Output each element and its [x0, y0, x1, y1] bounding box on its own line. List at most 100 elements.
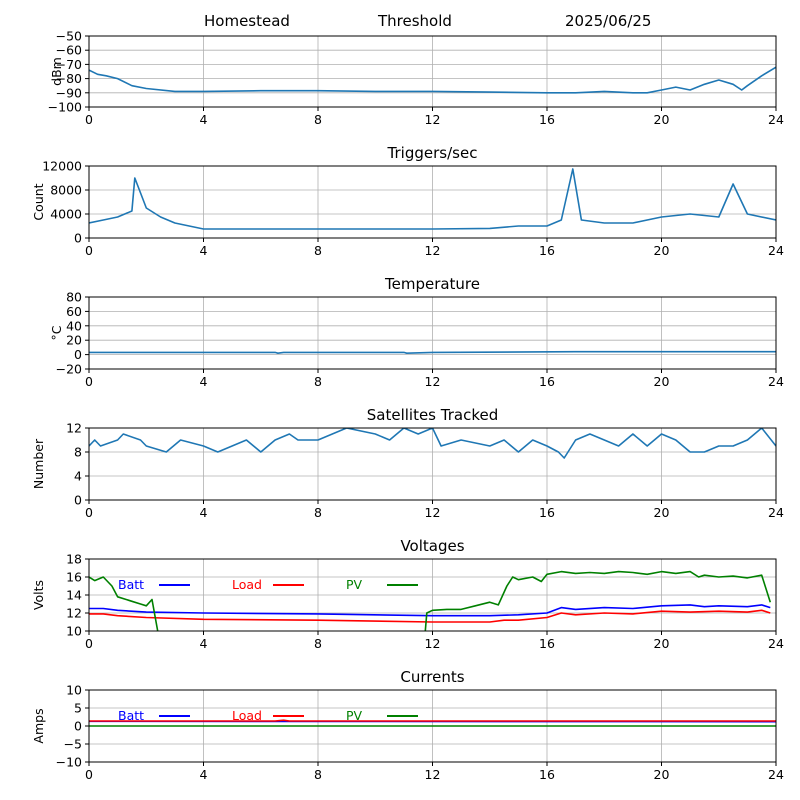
x-tick-label: 0 [85, 767, 93, 782]
x-tick-label: 24 [768, 243, 784, 258]
y-tick-label: 60 [66, 304, 82, 319]
y-tick-label: −60 [56, 43, 82, 58]
x-tick-label: 16 [539, 112, 555, 127]
y-axis-label: Count [31, 183, 46, 220]
x-tick-label: 20 [654, 636, 670, 651]
legend-label-load: Load [232, 708, 262, 723]
date-label: 2025/06/25 [565, 12, 652, 30]
y-tick-label: 40 [66, 318, 82, 333]
x-tick-label: 0 [85, 505, 93, 520]
legend-label-pv: PV [346, 577, 363, 592]
x-tick-label: 24 [768, 112, 784, 127]
chart-title: Voltages [400, 537, 464, 555]
x-tick-label: 0 [85, 112, 93, 127]
y-tick-label: −80 [56, 71, 82, 86]
y-tick-label: 5 [74, 701, 82, 716]
x-tick-label: 16 [539, 767, 555, 782]
chart-panel-4: 0 4 8 12 16 20 24 10 12 14 16 18 Voltages Volts Batt Lo… [31, 537, 784, 651]
x-tick-label: 0 [85, 374, 93, 389]
x-tick-label: 0 [85, 243, 93, 258]
page-header: Homestead Threshold 2025/06/25 [0, 12, 800, 32]
x-tick-label: 16 [539, 374, 555, 389]
x-tick-label: 4 [200, 374, 208, 389]
chart-panel-0: 0 4 8 12 16 20 24 −100−90−80−70−60−50 dBm [48, 29, 784, 128]
y-tick-label: −5 [64, 737, 82, 752]
x-tick-label: 4 [200, 243, 208, 258]
y-tick-label: 8 [74, 445, 82, 460]
x-tick-label: 24 [768, 505, 784, 520]
legend-label-load: Load [232, 577, 262, 592]
y-tick-label: 8000 [50, 183, 82, 198]
x-tick-label: 16 [539, 505, 555, 520]
x-tick-label: 16 [539, 636, 555, 651]
x-tick-label: 24 [768, 374, 784, 389]
series-line-load [89, 719, 776, 722]
x-tick-label: 12 [425, 112, 441, 127]
y-tick-label: 10 [66, 624, 82, 639]
legend-label-batt: Batt [118, 708, 144, 723]
y-tick-label: −90 [56, 85, 82, 100]
series-line-batt [89, 604, 771, 617]
x-tick-label: 16 [539, 243, 555, 258]
chart-title: Satellites Tracked [367, 406, 498, 424]
x-tick-label: 4 [200, 767, 208, 782]
y-tick-label: 14 [66, 588, 82, 603]
y-tick-label: 12000 [42, 159, 82, 174]
y-axis-label: °C [49, 325, 64, 340]
x-tick-label: 20 [654, 112, 670, 127]
y-axis-label: Volts [31, 580, 46, 610]
site-name: Homestead [204, 12, 290, 30]
x-tick-label: 20 [654, 767, 670, 782]
x-tick-label: 12 [425, 767, 441, 782]
y-tick-label: −20 [56, 362, 82, 377]
x-tick-label: 12 [425, 243, 441, 258]
chart-panel-1: 0 4 8 12 16 20 24 0 4000 8000 12000 Triggers/sec Cou… [31, 144, 784, 258]
y-tick-label: 4 [74, 469, 82, 484]
series-line-pv [89, 570, 772, 631]
series-line-load [89, 609, 771, 623]
chart-title: Currents [400, 668, 464, 686]
y-tick-label: 0 [74, 231, 82, 246]
y-tick-label: −50 [56, 29, 82, 44]
x-tick-label: 4 [200, 505, 208, 520]
legend-label-pv: PV [346, 708, 363, 723]
legend-label-batt: Batt [118, 577, 144, 592]
y-tick-label: 18 [66, 552, 82, 567]
x-tick-label: 20 [654, 374, 670, 389]
mode-label: Threshold [378, 12, 452, 30]
y-tick-label: 12 [66, 606, 82, 621]
y-axis-label: Amps [31, 708, 46, 743]
y-tick-label: −10 [56, 755, 82, 770]
x-tick-label: 24 [768, 767, 784, 782]
y-tick-label: 0 [74, 719, 82, 734]
y-tick-label: 12 [66, 421, 82, 436]
x-tick-label: 20 [654, 243, 670, 258]
x-tick-label: 4 [200, 636, 208, 651]
y-tick-label: 0 [74, 347, 82, 362]
x-tick-label: 4 [200, 112, 208, 127]
x-tick-label: 8 [314, 243, 322, 258]
y-tick-label: 20 [66, 333, 82, 348]
y-axis-label: Number [31, 438, 46, 489]
x-tick-label: 8 [314, 374, 322, 389]
x-tick-label: 8 [314, 112, 322, 127]
y-tick-label: 0 [74, 493, 82, 508]
series-line-main [89, 168, 776, 230]
chart-title: Temperature [384, 275, 480, 293]
x-tick-label: 20 [654, 505, 670, 520]
chart-panel-3: 0 4 8 12 16 20 24 0 4 8 12 Satellites Tracked Number [31, 406, 784, 520]
x-tick-label: 8 [314, 767, 322, 782]
series-line-main [89, 428, 776, 459]
x-tick-label: 12 [425, 505, 441, 520]
y-tick-label: −70 [56, 57, 82, 72]
series-line-main [89, 350, 776, 354]
x-tick-label: 24 [768, 636, 784, 651]
x-tick-label: 12 [425, 636, 441, 651]
chart-title: Triggers/sec [387, 144, 478, 162]
y-tick-label: 10 [66, 683, 82, 698]
x-tick-label: 0 [85, 636, 93, 651]
y-tick-label: −100 [48, 100, 82, 115]
